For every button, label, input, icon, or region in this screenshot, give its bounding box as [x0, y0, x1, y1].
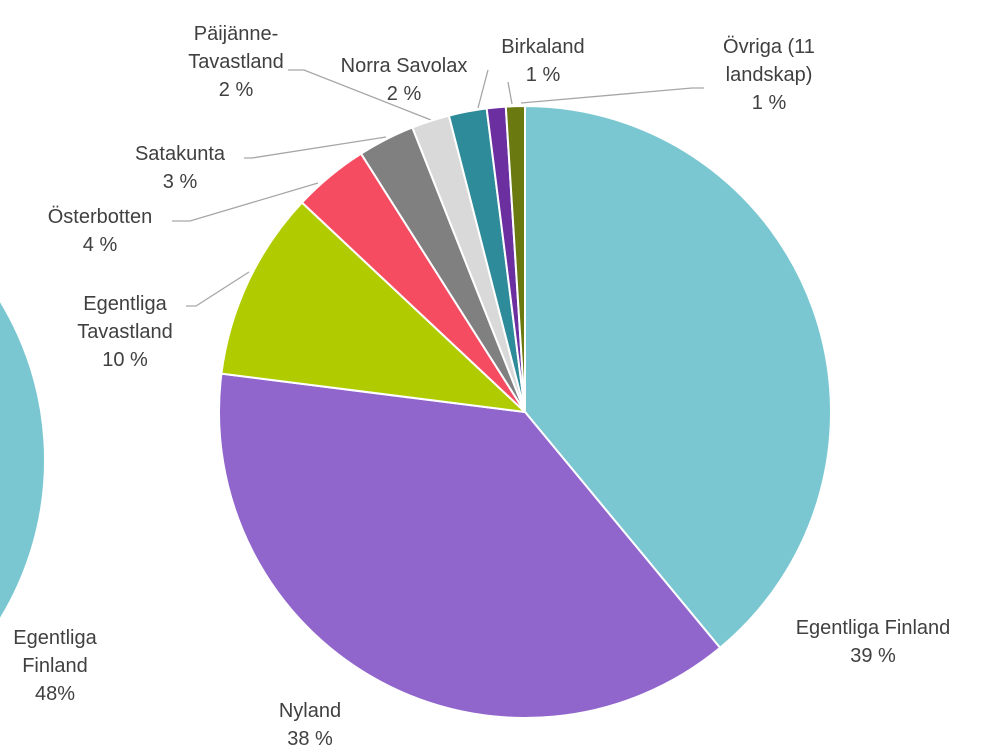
value-label: 48%	[34, 683, 76, 705]
category-label: Egentliga Finland	[13, 627, 97, 677]
value-label: 10 %	[102, 349, 148, 371]
category-label: Nyland	[278, 700, 342, 722]
leader-line	[186, 271, 250, 307]
data-label: Satakunta 3 %	[110, 140, 250, 196]
pie-slice	[504, 104, 526, 413]
leader-lines	[172, 69, 704, 307]
value-label: 38 %	[287, 728, 333, 750]
leader-line	[477, 69, 489, 109]
data-label: Egentliga Finland 48%	[5, 624, 105, 708]
pie-slice	[524, 104, 832, 650]
value-label: 1 %	[525, 64, 561, 86]
leader-line	[172, 182, 319, 222]
data-label: Övriga (11 landskap) 1 %	[714, 33, 824, 117]
category-label: Egentliga Tavastland	[77, 293, 173, 343]
data-label: Egentliga Finland 39 %	[758, 614, 984, 670]
category-label: Norra Savolax	[340, 55, 468, 77]
leader-line	[520, 87, 704, 104]
data-label: Nyland 38 %	[250, 697, 370, 753]
data-label: Päijänne-Tavastland 2 %	[186, 20, 286, 104]
data-label: Egentliga Tavastland 10 %	[60, 290, 190, 374]
category-label: Satakunta	[134, 143, 226, 165]
category-label: Österbotten	[47, 206, 153, 228]
leader-line	[288, 69, 432, 121]
pie-slice	[218, 372, 722, 719]
data-label: Österbotten 4 %	[30, 203, 170, 259]
category-label: Päijänne-Tavastland	[188, 23, 284, 73]
data-label: Norra Savolax 2 %	[314, 52, 494, 108]
category-label: Egentliga Finland	[795, 617, 951, 639]
pie-slice	[0, 298, 46, 622]
value-label: 3 %	[162, 171, 198, 193]
value-label: 1 %	[751, 92, 787, 114]
category-label: Övriga (11 landskap)	[723, 36, 815, 86]
value-label: 4 %	[82, 234, 118, 256]
category-label: Birkaland	[501, 36, 585, 58]
leader-line	[507, 81, 513, 105]
value-label: 39 %	[850, 645, 896, 667]
data-label: Birkaland 1 %	[483, 33, 603, 89]
pie-slice	[220, 201, 528, 414]
leader-line	[244, 136, 387, 159]
value-label: 2 %	[386, 83, 422, 105]
value-label: 2 %	[218, 79, 254, 101]
